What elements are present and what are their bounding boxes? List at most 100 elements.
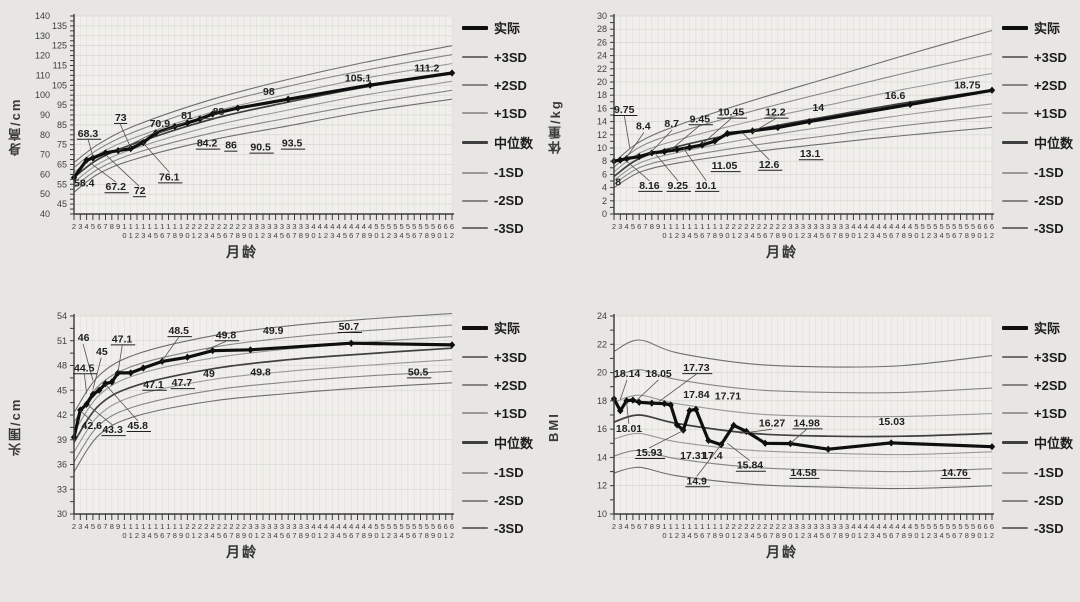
svg-text:6: 6 bbox=[637, 522, 641, 531]
svg-text:9: 9 bbox=[242, 231, 246, 240]
svg-text:2: 2 bbox=[732, 222, 736, 231]
svg-text:46: 46 bbox=[78, 332, 90, 344]
svg-text:6: 6 bbox=[450, 522, 454, 531]
svg-text:9.75: 9.75 bbox=[614, 104, 635, 116]
svg-text:140: 140 bbox=[35, 11, 50, 21]
svg-text:4: 4 bbox=[211, 231, 215, 240]
svg-text:4: 4 bbox=[688, 231, 692, 240]
svg-text:17.71: 17.71 bbox=[715, 390, 741, 402]
svg-text:3: 3 bbox=[933, 231, 937, 240]
legend-item: +3SD bbox=[1002, 50, 1080, 65]
svg-text:5: 5 bbox=[971, 522, 975, 531]
svg-text:1: 1 bbox=[166, 522, 170, 531]
svg-text:2: 2 bbox=[744, 222, 748, 231]
svg-text:0: 0 bbox=[977, 231, 981, 240]
svg-text:3: 3 bbox=[870, 231, 874, 240]
svg-text:3: 3 bbox=[933, 531, 937, 540]
bmi-y-axis-title: BMI bbox=[546, 412, 561, 442]
legend-item: +3SD bbox=[462, 50, 544, 65]
svg-text:3: 3 bbox=[267, 522, 271, 531]
legend-line-swatch bbox=[1002, 441, 1028, 445]
legend-item: 中位数 bbox=[462, 433, 544, 452]
svg-text:6: 6 bbox=[437, 222, 441, 231]
svg-text:22: 22 bbox=[597, 339, 607, 349]
svg-text:4: 4 bbox=[85, 522, 89, 531]
svg-text:2: 2 bbox=[776, 222, 780, 231]
legend-item: -2SD bbox=[1002, 193, 1080, 208]
svg-text:4: 4 bbox=[400, 231, 404, 240]
svg-text:125: 125 bbox=[52, 41, 67, 51]
legend-label: -2SD bbox=[1034, 193, 1064, 209]
svg-text:2: 2 bbox=[927, 531, 931, 540]
svg-text:14.58: 14.58 bbox=[790, 467, 816, 479]
svg-text:7: 7 bbox=[292, 531, 296, 540]
weight-plot-column: 0 2 4 6 8 10 12 14 16 18 20 22 24 26 28 30 2 3 4 5 6 7 8 9 1 0 1 1 1… bbox=[566, 8, 998, 262]
legend-line-swatch bbox=[1002, 471, 1028, 474]
svg-text:9: 9 bbox=[719, 231, 723, 240]
svg-text:4: 4 bbox=[814, 531, 818, 540]
svg-text:1: 1 bbox=[669, 222, 673, 231]
svg-text:14: 14 bbox=[812, 102, 824, 114]
svg-text:4: 4 bbox=[355, 522, 359, 531]
svg-text:135: 135 bbox=[52, 21, 67, 31]
legend-label: 实际 bbox=[494, 21, 521, 36]
svg-text:8: 8 bbox=[299, 231, 303, 240]
svg-text:3: 3 bbox=[255, 522, 259, 531]
svg-text:3: 3 bbox=[248, 522, 252, 531]
svg-text:0: 0 bbox=[248, 231, 252, 240]
svg-text:10: 10 bbox=[597, 143, 607, 153]
legend-item: +3SD bbox=[1002, 350, 1080, 365]
svg-text:1: 1 bbox=[179, 222, 183, 231]
svg-text:1: 1 bbox=[173, 522, 177, 531]
svg-text:5: 5 bbox=[820, 531, 824, 540]
svg-text:2: 2 bbox=[223, 222, 227, 231]
svg-text:105: 105 bbox=[52, 80, 67, 90]
svg-text:1: 1 bbox=[795, 531, 799, 540]
svg-text:6: 6 bbox=[160, 531, 164, 540]
svg-text:4: 4 bbox=[400, 531, 404, 540]
svg-text:2: 2 bbox=[990, 231, 994, 240]
svg-text:1: 1 bbox=[669, 531, 673, 540]
svg-text:5: 5 bbox=[381, 522, 385, 531]
svg-text:6: 6 bbox=[444, 522, 448, 531]
bmi-chart: BMI 10 12 14 16 18 20 22 24 2 3 4 5 6 7 8 9 1 0 1 1 1 2 1 3 1 4 1 5… bbox=[540, 302, 1080, 602]
svg-text:49.8: 49.8 bbox=[250, 366, 271, 378]
svg-text:2: 2 bbox=[732, 522, 736, 531]
svg-text:3: 3 bbox=[299, 222, 303, 231]
svg-text:47.7: 47.7 bbox=[172, 377, 193, 389]
svg-text:7: 7 bbox=[643, 222, 647, 231]
svg-text:1: 1 bbox=[154, 222, 158, 231]
svg-text:2: 2 bbox=[242, 222, 246, 231]
svg-text:28: 28 bbox=[597, 24, 607, 34]
svg-text:110: 110 bbox=[36, 70, 50, 80]
svg-text:4: 4 bbox=[362, 522, 366, 531]
legend-line-swatch bbox=[1002, 199, 1028, 202]
svg-text:17.84: 17.84 bbox=[683, 389, 709, 401]
svg-text:1: 1 bbox=[732, 231, 736, 240]
svg-text:2: 2 bbox=[135, 531, 139, 540]
svg-text:4: 4 bbox=[864, 522, 868, 531]
svg-text:22: 22 bbox=[597, 64, 607, 74]
svg-text:65: 65 bbox=[57, 160, 67, 170]
svg-text:5: 5 bbox=[631, 222, 635, 231]
svg-text:6: 6 bbox=[637, 222, 641, 231]
legend-item: -1SD bbox=[462, 165, 544, 180]
svg-text:44.5: 44.5 bbox=[74, 362, 95, 374]
svg-text:3: 3 bbox=[286, 222, 290, 231]
svg-text:10.1: 10.1 bbox=[696, 180, 717, 192]
svg-text:2: 2 bbox=[782, 222, 786, 231]
svg-text:3: 3 bbox=[78, 522, 82, 531]
legend-label: 中位数 bbox=[1034, 436, 1074, 452]
svg-text:72: 72 bbox=[134, 185, 146, 197]
svg-text:1: 1 bbox=[179, 522, 183, 531]
svg-text:8: 8 bbox=[902, 531, 906, 540]
svg-text:67.2: 67.2 bbox=[106, 181, 127, 193]
svg-text:7: 7 bbox=[103, 222, 107, 231]
legend-label: 中位数 bbox=[494, 136, 534, 152]
svg-text:1: 1 bbox=[688, 522, 692, 531]
legend-item: +2SD bbox=[1002, 78, 1080, 93]
svg-text:5: 5 bbox=[933, 522, 937, 531]
svg-text:4: 4 bbox=[368, 222, 372, 231]
svg-text:0: 0 bbox=[437, 531, 441, 540]
